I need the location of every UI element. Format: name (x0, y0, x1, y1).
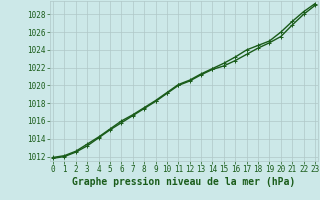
X-axis label: Graphe pression niveau de la mer (hPa): Graphe pression niveau de la mer (hPa) (72, 177, 296, 187)
